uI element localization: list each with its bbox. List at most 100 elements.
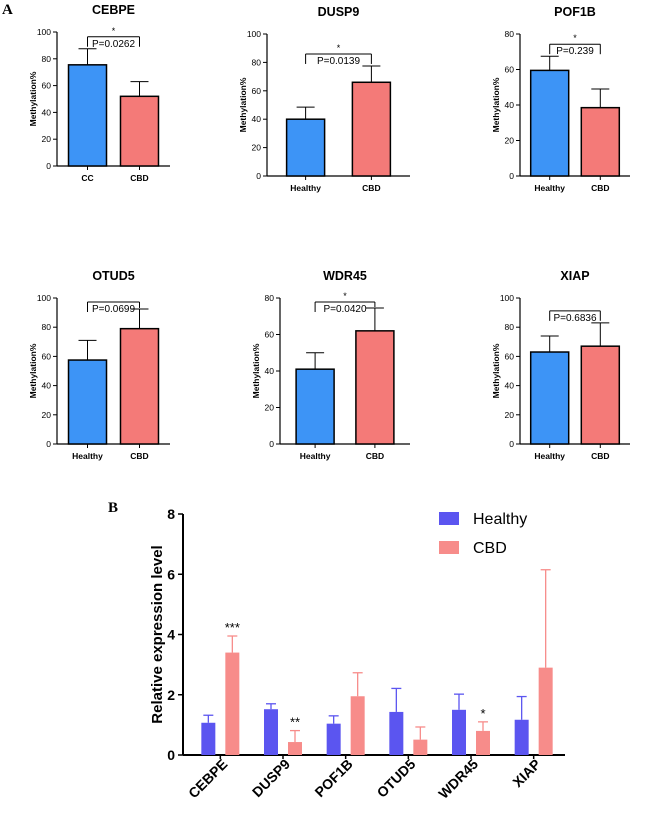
cebpe-ylabel: Methylation% — [28, 71, 38, 126]
wdr45-ytick-label: 60 — [265, 330, 275, 340]
cebpe-ytick-label: 100 — [37, 27, 51, 37]
xiap-xtick-label: Healthy — [534, 451, 565, 461]
dusp9-significance: ** — [290, 715, 300, 730]
expression-ytick-label: 6 — [167, 566, 175, 582]
dusp9-bar-healthy — [285, 118, 326, 177]
expression-ytick-label: 2 — [167, 687, 175, 703]
wdr45-star: * — [343, 291, 347, 301]
wdr45-xtick-label: CBD — [366, 451, 384, 461]
expression-ytick-label: 8 — [167, 506, 175, 522]
dusp9-p-value: P=0.0139 — [317, 56, 361, 67]
xiap-ytick-label: 40 — [505, 381, 515, 391]
otud5-ytick-label: 20 — [42, 410, 52, 420]
cebpe-ytick-label: 60 — [42, 81, 52, 91]
otud5-xtick-label: CBD — [130, 451, 148, 461]
xiap-bar-cbd — [580, 345, 621, 445]
pof1b-xtick-label: Healthy — [534, 183, 565, 193]
expression-xtick-label-xiap: XIAP — [509, 756, 543, 790]
pof1b-title: POF1B — [554, 5, 596, 19]
xiap-ytick-label: 0 — [509, 439, 514, 449]
otud5-xtick-label: Healthy — [72, 451, 103, 461]
xiap-ytick-label: 60 — [505, 351, 515, 361]
dusp9-star: * — [337, 43, 341, 53]
otud5-bar-cbd — [119, 327, 160, 445]
dusp9-ytick-label: 0 — [256, 171, 261, 181]
xiap-title: XIAP — [560, 269, 589, 283]
otud5-ytick-label: 80 — [42, 322, 52, 332]
pof1b-xtick-label: CBD — [591, 183, 609, 193]
cebpe-star: * — [112, 26, 116, 36]
otud5-p-value: P=0.0699 — [92, 304, 136, 315]
pof1b-ytick-label: 80 — [505, 29, 515, 39]
xiap-ytick-label: 20 — [505, 410, 515, 420]
cebpe-cbd-bar — [225, 652, 240, 755]
cebpe-ytick-label: 0 — [46, 161, 51, 171]
cebpe-title: CEBPE — [92, 3, 135, 17]
xiap-ytick-label: 100 — [500, 293, 514, 303]
cebpe-healthy-bar — [201, 722, 216, 755]
wdr45-ylabel: Methylation% — [251, 343, 261, 398]
dusp9-title: DUSP9 — [318, 5, 360, 19]
xiap-healthy-bar — [514, 719, 529, 755]
expression-xtick-label-pof1b: POF1B — [311, 756, 355, 800]
expression-ylabel: Relative expression level — [149, 545, 166, 723]
xiap-p-value: P=0.6836 — [553, 313, 597, 324]
expression-xtick-label-wdr45: WDR45 — [435, 756, 481, 802]
xiap-ytick-label: 80 — [505, 322, 515, 332]
pof1b-p-value: P=0.239 — [556, 46, 594, 57]
otud5-cbd-bar — [413, 739, 428, 755]
expression-xtick-label-otud5: OTUD5 — [374, 756, 419, 801]
pof1b-bar-cbd — [580, 106, 621, 177]
dusp9-ytick-label: 60 — [252, 86, 262, 96]
otud5-ylabel: Methylation% — [28, 343, 38, 398]
panel-label-a: A — [2, 2, 13, 18]
dusp9-xtick-label: CBD — [362, 183, 380, 193]
cebpe-ytick-label: 40 — [42, 107, 52, 117]
cebpe-xtick-label: CBD — [130, 173, 148, 183]
otud5-ytick-label: 100 — [37, 293, 51, 303]
wdr45-p-value: P=0.0420 — [323, 304, 367, 315]
pof1b-ytick-label: 20 — [505, 136, 515, 146]
dusp9-cbd-bar — [288, 742, 302, 755]
wdr45-xtick-label: Healthy — [300, 451, 331, 461]
legend-swatch-cbd — [439, 541, 459, 554]
otud5-ytick-label: 60 — [42, 351, 52, 361]
wdr45-cbd-bar — [476, 730, 490, 755]
dusp9-ytick-label: 100 — [247, 29, 261, 39]
expression-xtick-label-dusp9: DUSP9 — [249, 756, 293, 800]
expression-xtick-label-cebpe: CEBPE — [185, 756, 230, 801]
pof1b-ytick-label: 0 — [509, 171, 514, 181]
xiap-xtick-label: CBD — [591, 451, 609, 461]
cebpe-xtick-label: CC — [81, 173, 93, 183]
xiap-bar-healthy — [529, 351, 570, 445]
dusp9-ytick-label: 80 — [252, 57, 262, 67]
otud5-title: OTUD5 — [92, 269, 134, 283]
wdr45-ytick-label: 20 — [265, 403, 275, 413]
cebpe-ytick-label: 20 — [42, 134, 52, 144]
wdr45-bar-cbd — [355, 330, 395, 445]
dusp9-bar-cbd — [351, 81, 392, 177]
wdr45-bar-healthy — [295, 368, 335, 445]
pof1b-healthy-bar — [326, 723, 341, 755]
pof1b-ylabel: Methylation% — [491, 77, 501, 132]
pof1b-ytick-label: 60 — [505, 65, 515, 75]
cebpe-bar-cc — [67, 64, 108, 167]
cebpe-ytick-label: 80 — [42, 54, 52, 64]
dusp9-ytick-label: 40 — [252, 114, 262, 124]
expression-ytick-label: 4 — [167, 627, 175, 643]
xiap-ylabel: Methylation% — [491, 343, 501, 398]
dusp9-ytick-label: 20 — [252, 143, 262, 153]
panel-label-b: B — [108, 500, 118, 516]
legend-label-healthy: Healthy — [473, 511, 527, 528]
expression-ytick-label: 0 — [167, 747, 175, 763]
pof1b-star: * — [573, 33, 577, 43]
dusp9-xtick-label: Healthy — [290, 183, 321, 193]
dusp9-ylabel: Methylation% — [238, 77, 248, 132]
wdr45-title: WDR45 — [323, 269, 367, 283]
otud5-bar-healthy — [67, 359, 108, 445]
wdr45-healthy-bar — [452, 709, 466, 755]
otud5-ytick-label: 0 — [46, 439, 51, 449]
wdr45-ytick-label: 40 — [265, 366, 275, 376]
